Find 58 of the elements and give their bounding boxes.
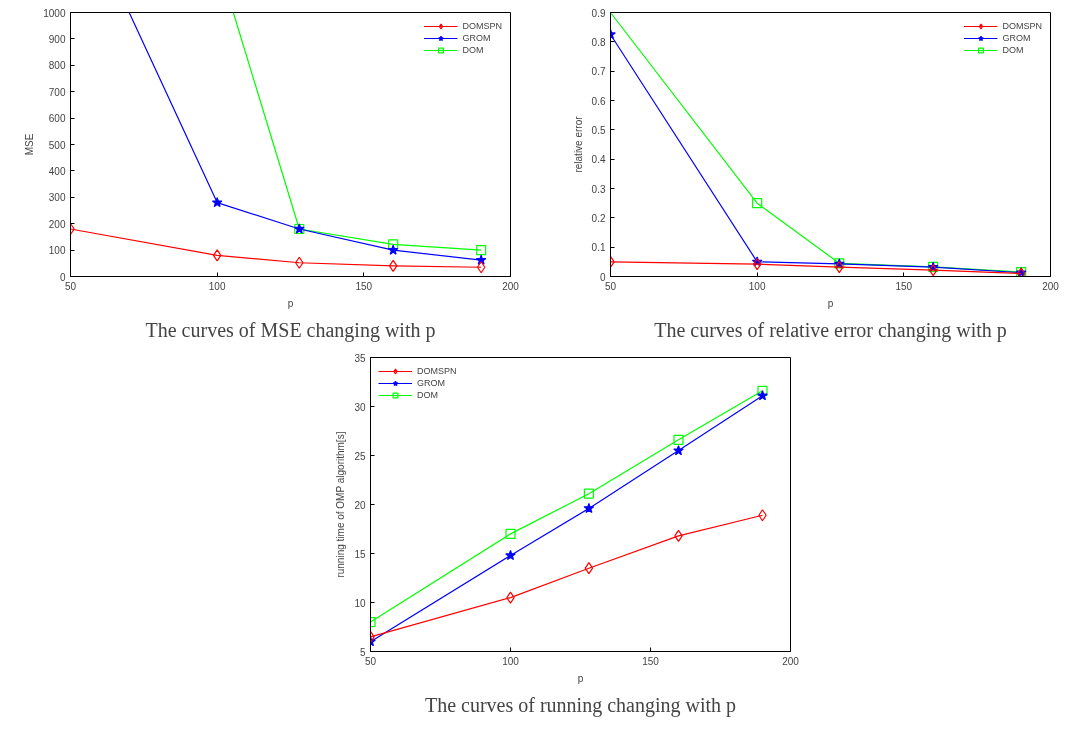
x-tick-label: 100 [208,280,226,292]
y-tick-label: 0.3 [591,183,606,195]
y-tick-label: 0.2 [591,212,606,224]
y-tick-label: 600 [48,113,66,125]
y-tick-label: 200 [48,218,66,230]
y-tick-label: 300 [48,192,66,204]
y-tick-label: 35 [354,352,366,364]
legend-label: DOM [417,390,438,400]
x-tick-label: 50 [64,280,77,292]
x-axis-title: p [827,297,834,309]
y-tick-label: 5 [359,646,366,658]
y-tick-label: 0.1 [591,242,606,254]
x-tick-label: 50 [364,655,377,667]
x-tick-label: 50 [604,280,617,292]
y-tick-label: 10 [354,597,366,609]
y-tick-label: 1000 [43,7,66,19]
y-tick-label: 800 [48,60,66,72]
y-tick-label: 900 [48,33,66,45]
y-tick-label: 0.7 [591,66,606,78]
x-tick-label: 200 [502,280,520,292]
legend-label: DOM [462,45,484,55]
text: The curves of running changing with p [424,693,737,717]
y-tick-label: 0.6 [591,95,606,107]
legend-label: DOMSPN [1002,21,1042,31]
y-tick-label: 400 [48,165,66,177]
y-tick-label: 0.4 [591,154,606,166]
x-tick-label: 150 [895,280,913,292]
y-axis-title: relative error [572,115,584,173]
legend-label: DOMSPN [417,366,457,376]
legend-label: GROM [462,33,491,43]
x-tick-label: 100 [748,280,766,292]
y-tick-label: 0 [59,271,66,283]
text: The curves of relative error changing with p [654,318,1007,342]
y-tick-label: 100 [48,245,66,257]
x-axis-title: p [287,297,294,309]
y-tick-label: 0.5 [591,124,606,136]
y-tick-label: 30 [354,401,366,413]
y-tick-label: 15 [354,548,366,560]
text: The curves of MSE changing with p [145,318,436,342]
legend-label: DOM [1002,45,1024,55]
x-tick-label: 150 [642,655,660,667]
legend-label: GROM [417,378,445,388]
legend-label: DOMSPN [462,21,502,31]
y-tick-label: 500 [48,139,66,151]
y-tick-label: 25 [354,450,366,462]
legend-label: GROM [1002,33,1031,43]
y-tick-label: 0 [599,271,606,283]
y-tick-label: 700 [48,86,66,98]
y-tick-label: 20 [354,499,366,511]
x-tick-label: 200 [1042,280,1060,292]
y-tick-label: 0.9 [591,7,606,19]
x-tick-label: 150 [355,280,373,292]
x-tick-label: 200 [782,655,800,667]
x-tick-label: 100 [502,655,520,667]
x-axis-title: p [577,672,584,684]
y-axis-title: MSE [24,133,36,156]
y-tick-label: 0.8 [591,36,606,48]
y-axis-title: running time of OMP algorithm[s] [335,431,347,578]
